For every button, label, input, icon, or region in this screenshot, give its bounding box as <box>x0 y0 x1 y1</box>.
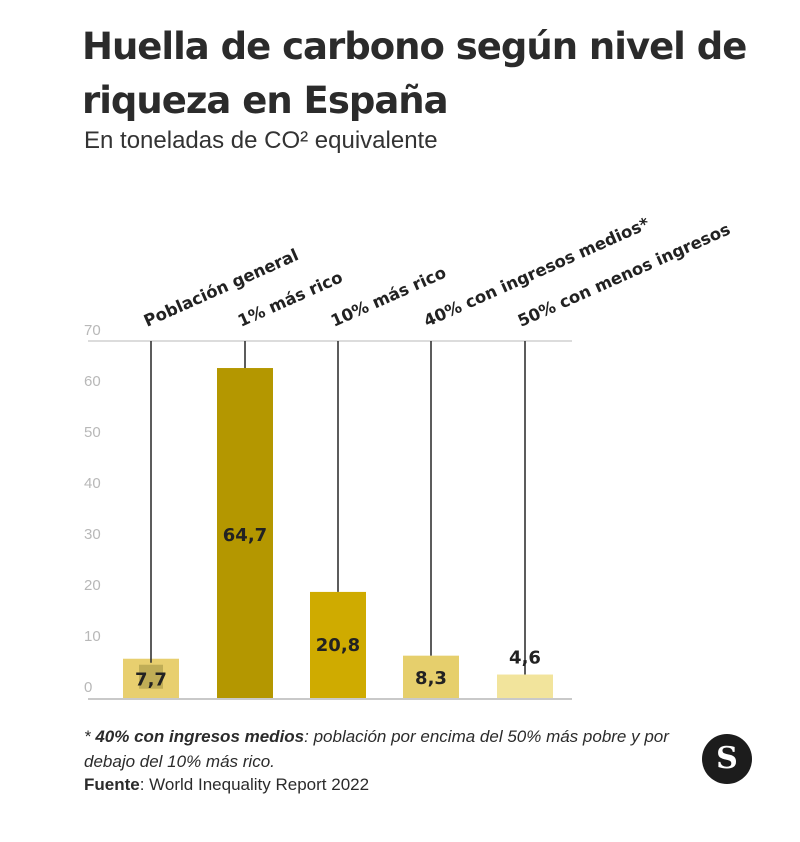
source-line: Fuente: World Inequality Report 2022 <box>84 775 369 795</box>
y-tick-label: 20 <box>84 577 101 594</box>
value-label: 4,6 <box>509 648 541 669</box>
bar <box>217 368 273 698</box>
footnote-text: : población por encima del 50% más pobre… <box>84 727 669 771</box>
footnote-term: 40% con ingresos medios <box>95 727 305 746</box>
value-label: 8,3 <box>415 668 447 689</box>
value-label: 20,8 <box>316 635 360 656</box>
y-tick-label: 60 <box>84 373 101 390</box>
chart-subtitle: En toneladas de CO² equivalente <box>84 127 438 154</box>
bar <box>403 655 459 698</box>
y-tick-label: 10 <box>84 628 101 645</box>
footnote-marker: * <box>84 727 96 746</box>
y-tick-label: 40 <box>84 475 101 492</box>
y-tick-label: 70 <box>84 322 101 339</box>
source-label: Fuente <box>84 775 140 794</box>
y-tick-label: 50 <box>84 424 101 441</box>
y-tick-label: 30 <box>84 526 101 543</box>
footnote: * 40% con ingresos medios: población por… <box>84 724 724 774</box>
value-label-backing <box>139 664 163 689</box>
value-label: 64,7 <box>223 525 267 546</box>
category-label: Población general <box>141 245 301 330</box>
bar <box>310 591 366 698</box>
value-label: 7,7 <box>135 670 167 691</box>
y-tick-label: 0 <box>84 679 92 696</box>
brand-logo: S <box>702 734 752 784</box>
chart-title: Huella de carbono según nivel de riqueza… <box>82 25 747 122</box>
bar <box>497 674 553 698</box>
source-text: : World Inequality Report 2022 <box>139 775 370 794</box>
